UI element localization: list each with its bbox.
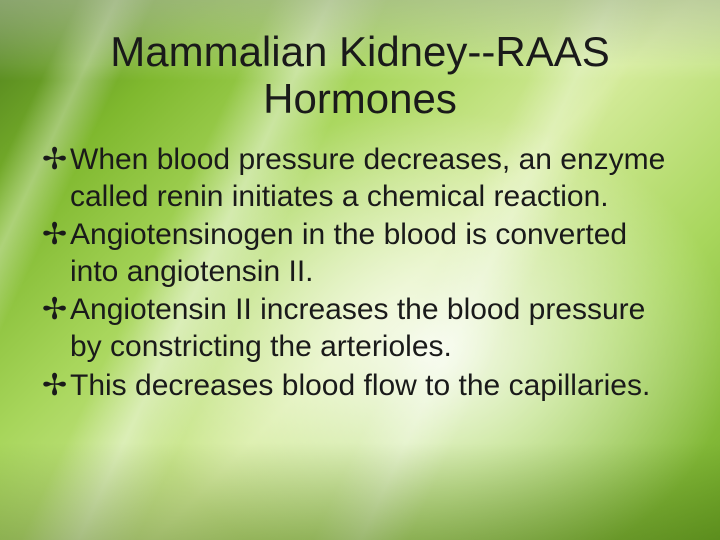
- slide-title: Mammalian Kidney--RAAS Hormones: [42, 28, 678, 122]
- bullet-item: ✢ Angiotensinogen in the blood is conver…: [42, 217, 678, 290]
- bullet-marker-icon: ✢: [42, 217, 70, 253]
- bullet-marker-icon: ✢: [42, 368, 70, 404]
- bullet-item: ✢ This decreases blood flow to the capil…: [42, 368, 678, 405]
- bullet-item: ✢ When blood pressure decreases, an enzy…: [42, 142, 678, 215]
- slide-body: ✢ When blood pressure decreases, an enzy…: [42, 142, 678, 404]
- slide-content: Mammalian Kidney--RAAS Hormones ✢ When b…: [0, 0, 720, 404]
- bullet-text: Angiotensin II increases the blood press…: [70, 292, 678, 365]
- bullet-item: ✢ Angiotensin II increases the blood pre…: [42, 292, 678, 365]
- bullet-marker-icon: ✢: [42, 292, 70, 328]
- slide: Mammalian Kidney--RAAS Hormones ✢ When b…: [0, 0, 720, 540]
- bullet-text: Angiotensinogen in the blood is converte…: [70, 217, 678, 290]
- bullet-text: This decreases blood flow to the capilla…: [70, 368, 678, 405]
- bullet-marker-icon: ✢: [42, 142, 70, 178]
- bullet-text: When blood pressure decreases, an enzyme…: [70, 142, 678, 215]
